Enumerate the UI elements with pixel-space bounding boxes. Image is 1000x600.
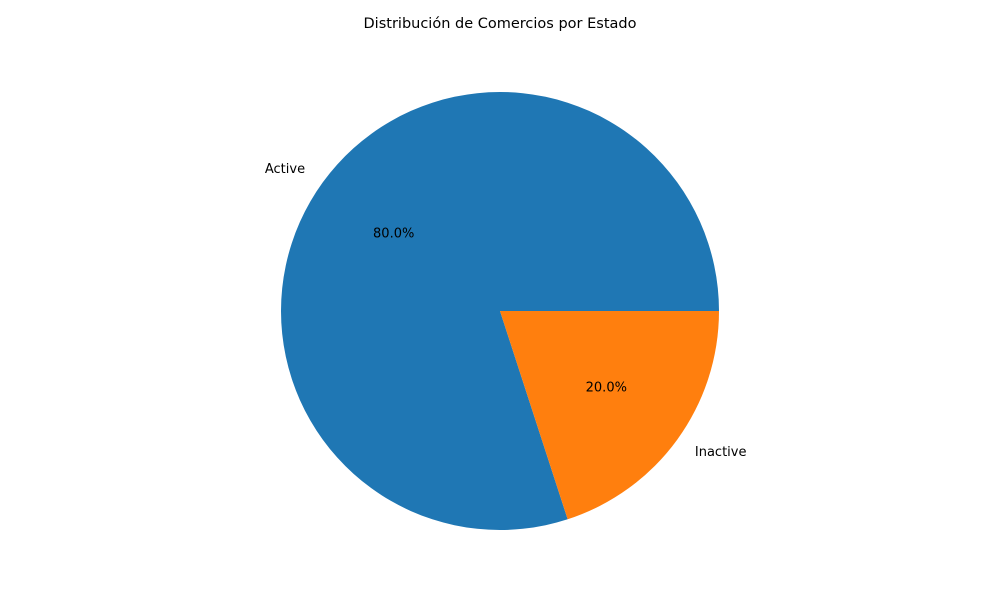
percent-label-active: 80.0% [373,226,414,241]
pie-labels: Active 80.0% Inactive 20.0% [265,162,747,460]
slice-label-inactive: Inactive [695,445,747,460]
chart-title: Distribución de Comercios por Estado [363,16,637,32]
percent-label-inactive: 20.0% [586,381,627,396]
pie-slice-inactive [500,311,719,520]
pie-slices [281,91,719,530]
pie-slice-active [281,91,719,530]
slice-label-active: Active [265,162,305,177]
